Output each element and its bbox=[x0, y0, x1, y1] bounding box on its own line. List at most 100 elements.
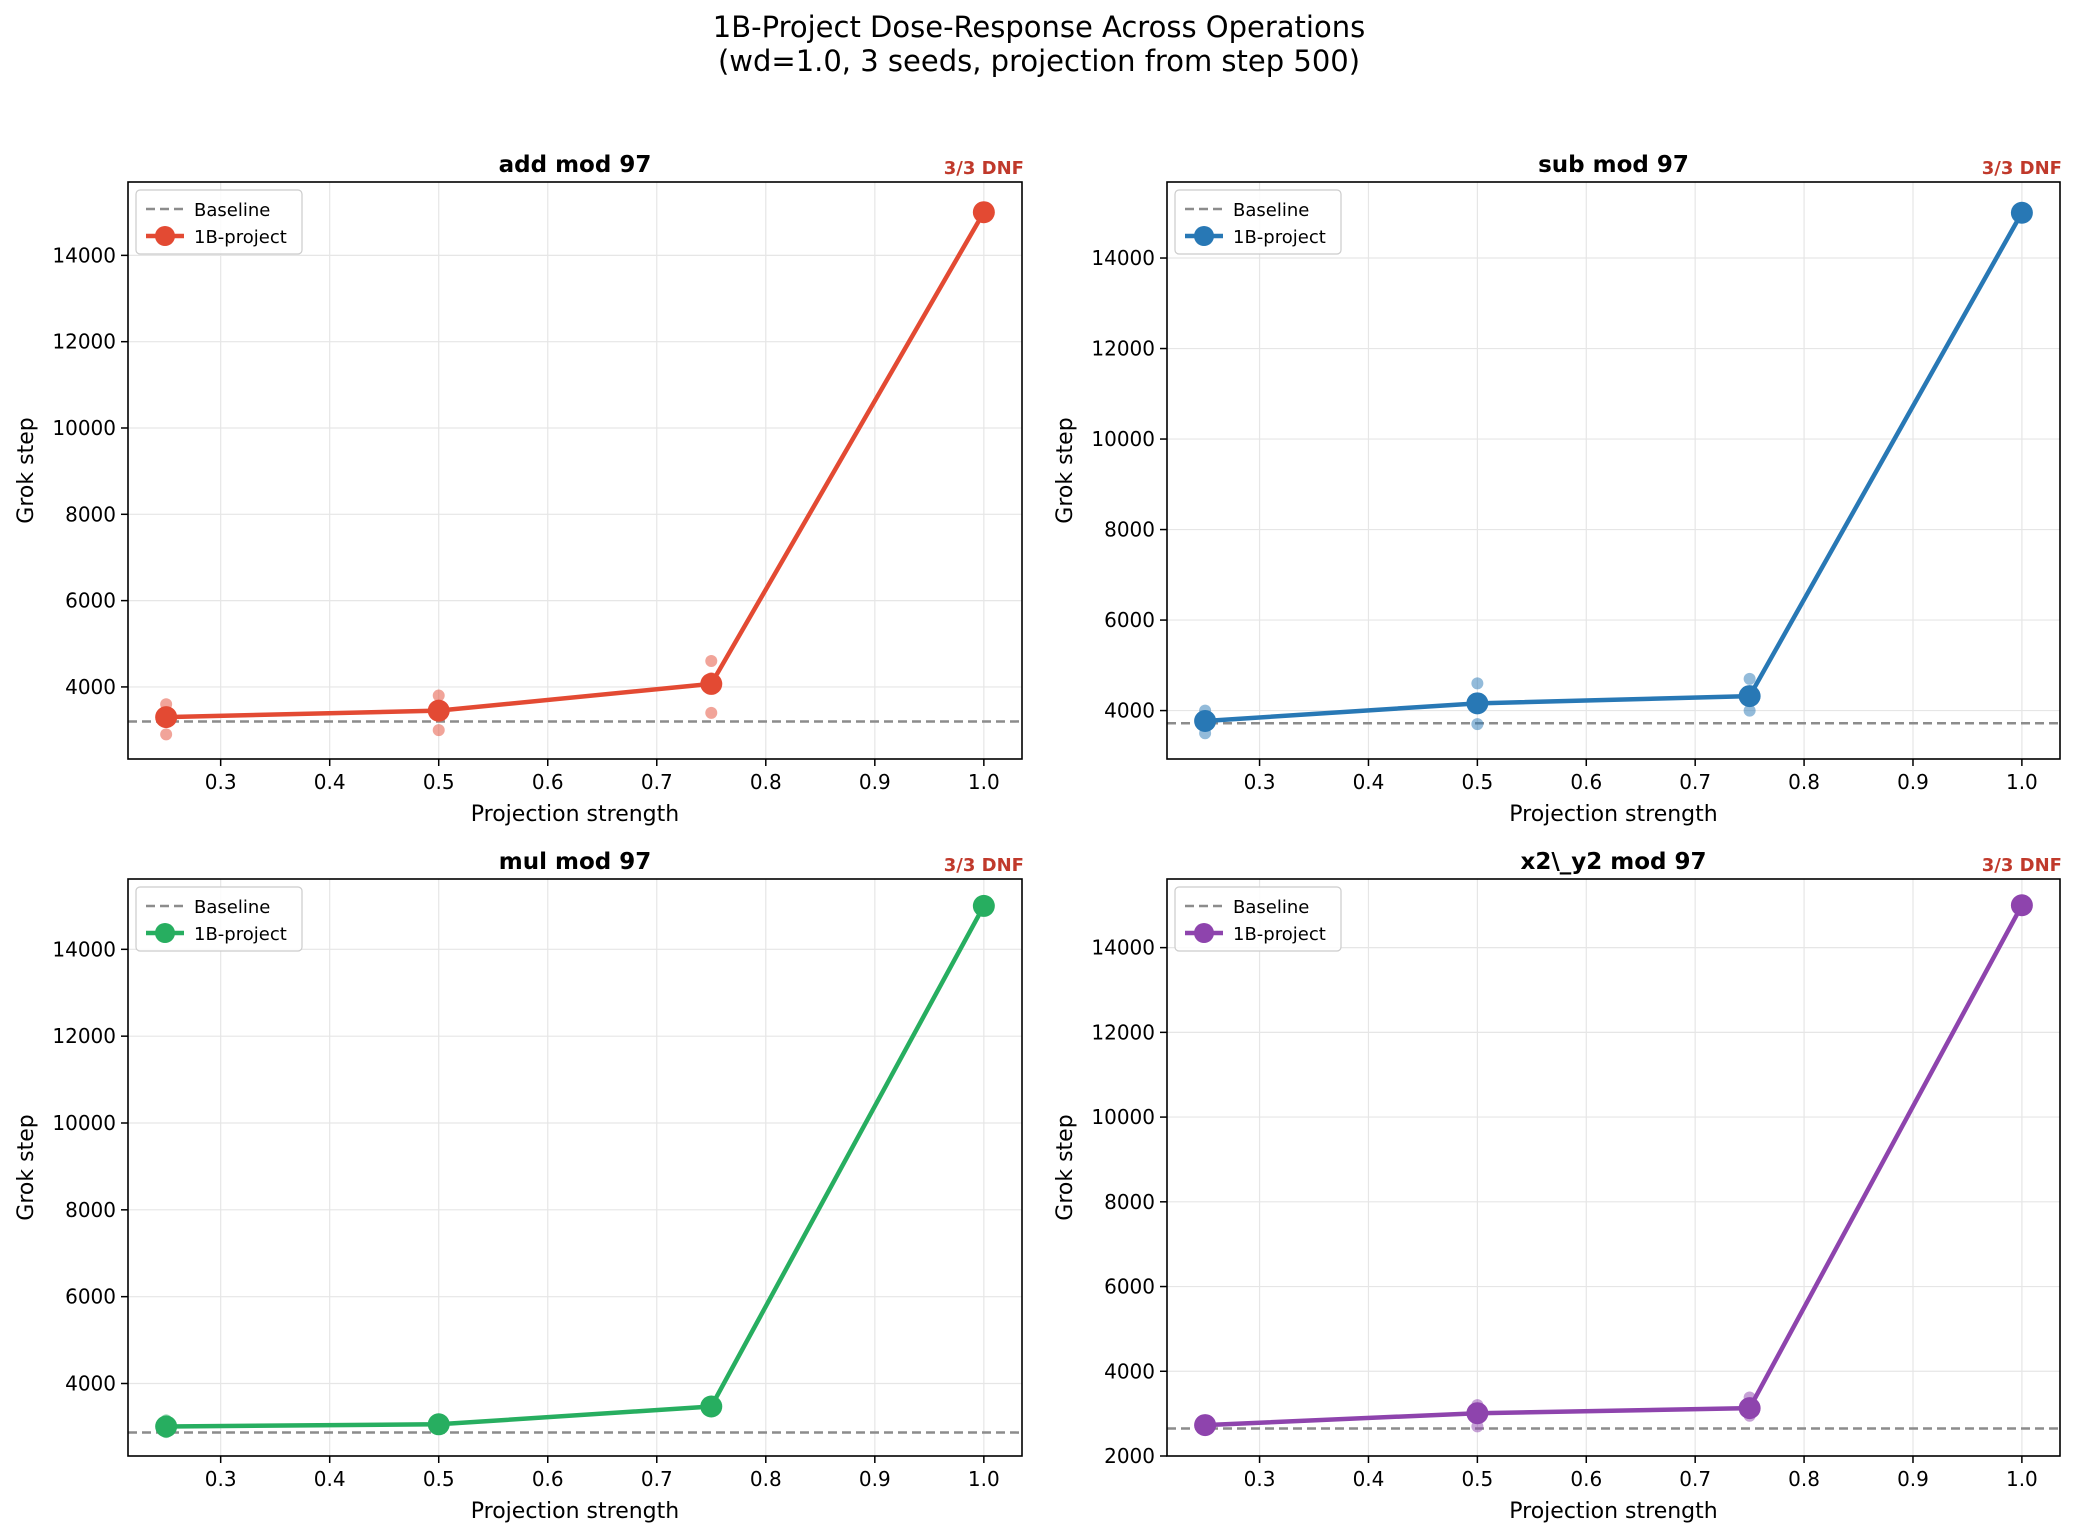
series-point bbox=[1738, 685, 1761, 708]
legend: Baseline 1B-project bbox=[1174, 189, 1342, 255]
series-point bbox=[972, 201, 995, 224]
legend: Baseline 1B-project bbox=[1174, 886, 1342, 952]
y-tick-label: 4000 bbox=[65, 1371, 116, 1395]
figure-title: 1B-Project Dose-Response Across Operatio… bbox=[0, 10, 2078, 78]
legend-series-marker bbox=[155, 923, 175, 943]
y-tick-label: 8000 bbox=[1104, 1190, 1155, 1214]
legend-series-marker bbox=[1194, 923, 1214, 943]
y-tick-label: 4000 bbox=[1104, 699, 1155, 723]
legend: Baseline 1B-project bbox=[135, 886, 303, 952]
series-point bbox=[1194, 709, 1217, 732]
axes-frame bbox=[1166, 878, 2061, 1457]
subplot-2: 0.3 0.4 0.5 0.6 0.7 0.8 0.9 1.0 4000 6000 8000 1000… bbox=[1053, 152, 2062, 827]
y-tick-label: 14000 bbox=[1091, 246, 1155, 270]
y-tick-label: 8000 bbox=[65, 502, 116, 526]
x-tick-label: 0.4 bbox=[314, 1467, 346, 1491]
x-tick-label: 0.9 bbox=[1897, 1467, 1929, 1491]
x-tick-label: 0.8 bbox=[750, 770, 782, 794]
y-tick-label: 12000 bbox=[52, 330, 116, 354]
x-tick-label: 0.3 bbox=[1244, 770, 1276, 794]
y-tick-label: 8000 bbox=[65, 1198, 116, 1222]
legend-baseline-label: Baseline bbox=[194, 897, 270, 918]
x-tick-label: 0.8 bbox=[750, 1467, 782, 1491]
x-tick-label: 0.3 bbox=[1244, 1467, 1276, 1491]
x-tick-label: 0.6 bbox=[1570, 1467, 1602, 1491]
y-axis-label: Grok step bbox=[14, 1114, 39, 1220]
subplot-4: 0.3 0.4 0.5 0.6 0.7 0.8 0.9 1.0 2000 4000 6000 8000… bbox=[1053, 849, 2062, 1524]
seed-point bbox=[705, 655, 718, 668]
x-tick-label: 0.5 bbox=[1461, 1467, 1493, 1491]
x-tick-label: 0.9 bbox=[1897, 770, 1929, 794]
seed-point bbox=[1743, 704, 1756, 717]
x-tick-label: 1.0 bbox=[2006, 770, 2038, 794]
y-axis-label: Grok step bbox=[14, 417, 39, 523]
x-tick-label: 0.4 bbox=[314, 770, 346, 794]
dnf-annotation: 3/3 DNF bbox=[1982, 855, 2062, 876]
series-point bbox=[700, 672, 723, 695]
x-tick-label: 0.3 bbox=[205, 1467, 237, 1491]
series-point bbox=[1738, 1397, 1761, 1420]
legend-baseline-label: Baseline bbox=[1233, 897, 1309, 918]
legend-series-label: 1B-project bbox=[194, 227, 287, 248]
subplot-title: add mod 97 bbox=[499, 152, 652, 178]
subplot-1: 0.3 0.4 0.5 0.6 0.7 0.8 0.9 1.0 4000 6000 8000 1000… bbox=[14, 152, 1024, 827]
legend-series-marker bbox=[1194, 226, 1214, 246]
y-tick-label: 6000 bbox=[1104, 608, 1155, 632]
x-tick-label: 1.0 bbox=[968, 770, 1000, 794]
x-tick-label: 0.4 bbox=[1353, 770, 1385, 794]
y-tick-label: 8000 bbox=[1104, 518, 1155, 542]
x-tick-label: 0.7 bbox=[1679, 770, 1711, 794]
x-tick-label: 1.0 bbox=[2006, 1467, 2038, 1491]
y-tick-label: 12000 bbox=[1091, 1020, 1155, 1044]
x-tick-label: 0.9 bbox=[859, 1467, 891, 1491]
series-point bbox=[700, 1395, 723, 1418]
series-point bbox=[1194, 1414, 1217, 1437]
x-tick-label: 0.6 bbox=[1570, 770, 1602, 794]
series-point bbox=[427, 1413, 450, 1436]
series-point bbox=[2010, 201, 2033, 224]
legend-series-label: 1B-project bbox=[194, 924, 287, 945]
dnf-annotation: 3/3 DNF bbox=[944, 158, 1024, 179]
x-tick-label: 0.6 bbox=[532, 1467, 564, 1491]
subplot-title: sub mod 97 bbox=[1538, 152, 1689, 178]
series-point bbox=[427, 699, 450, 722]
seed-point bbox=[1743, 672, 1756, 685]
x-tick-label: 0.5 bbox=[423, 1467, 455, 1491]
seed-point bbox=[160, 728, 173, 741]
x-axis-label: Projection strength bbox=[1509, 1499, 1717, 1524]
series-line bbox=[1204, 211, 2024, 724]
series-point bbox=[1466, 692, 1489, 715]
y-axis-label: Grok step bbox=[1053, 417, 1078, 523]
dnf-annotation: 3/3 DNF bbox=[944, 855, 1024, 876]
series-point bbox=[972, 894, 995, 917]
x-tick-label: 0.9 bbox=[859, 770, 891, 794]
y-tick-label: 6000 bbox=[65, 589, 116, 613]
x-axis-label: Projection strength bbox=[471, 1499, 679, 1524]
x-tick-label: 0.7 bbox=[641, 1467, 673, 1491]
legend: Baseline 1B-project bbox=[135, 189, 303, 255]
y-tick-label: 14000 bbox=[52, 937, 116, 961]
axes-frame bbox=[127, 878, 1023, 1457]
y-tick-label: 10000 bbox=[52, 1111, 116, 1135]
series-point bbox=[1466, 1402, 1489, 1425]
series-point bbox=[2010, 894, 2033, 917]
x-axis-label: Projection strength bbox=[1509, 802, 1717, 827]
x-tick-label: 0.3 bbox=[205, 770, 237, 794]
y-tick-label: 10000 bbox=[1091, 427, 1155, 451]
y-axis-label: Grok step bbox=[1053, 1114, 1078, 1220]
y-tick-label: 4000 bbox=[1104, 1359, 1155, 1383]
x-tick-label: 0.8 bbox=[1788, 770, 1820, 794]
legend-series-label: 1B-project bbox=[1233, 227, 1326, 248]
axes-frame bbox=[127, 181, 1023, 760]
x-tick-label: 1.0 bbox=[968, 1467, 1000, 1491]
x-tick-label: 0.4 bbox=[1353, 1467, 1385, 1491]
legend-series-label: 1B-project bbox=[1233, 924, 1326, 945]
y-tick-label: 6000 bbox=[1104, 1275, 1155, 1299]
x-tick-label: 0.5 bbox=[423, 770, 455, 794]
subplot-3: 0.3 0.4 0.5 0.6 0.7 0.8 0.9 1.0 4000 6000 8000 1000… bbox=[14, 849, 1024, 1524]
x-tick-label: 0.6 bbox=[532, 770, 564, 794]
y-tick-label: 14000 bbox=[1091, 936, 1155, 960]
y-tick-label: 10000 bbox=[52, 416, 116, 440]
y-tick-label: 12000 bbox=[52, 1024, 116, 1048]
series-point bbox=[155, 706, 178, 729]
